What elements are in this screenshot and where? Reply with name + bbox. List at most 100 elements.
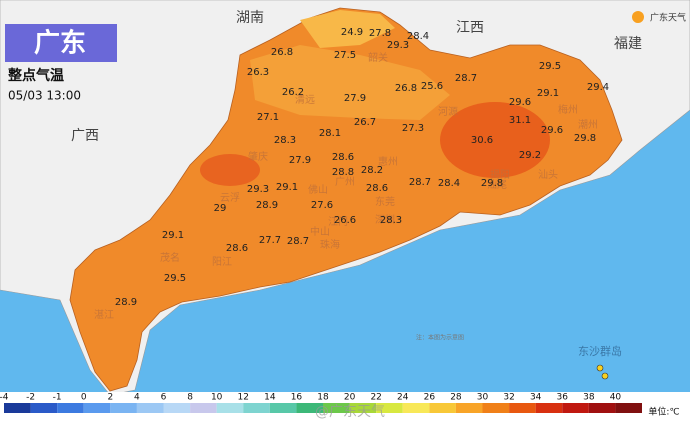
legend-label: 12 [238,393,249,403]
station-temp: 28.7 [455,73,477,84]
legend-label: 22 [370,393,381,403]
station-temp: 30.6 [471,135,493,146]
station-temp: 28.9 [256,200,278,211]
station-temp: 28.7 [409,177,431,188]
legend-swatch [615,403,642,413]
legend-swatch [216,403,244,413]
station-temp: 28.3 [380,215,402,226]
legend-swatch [83,403,111,413]
mild-zone [250,45,450,120]
legend-swatch [136,403,164,413]
station-temp: 29.5 [164,273,186,284]
station-temp: 24.9 [341,27,363,38]
legend-swatch [588,403,616,413]
city-label: 惠州 [378,155,398,168]
city-label: 梅州 [558,103,578,116]
station-temp: 28.9 [115,297,137,308]
legend-label: -2 [26,393,35,403]
station-temp: 29 [214,203,227,214]
legend-label: 38 [583,393,595,403]
legend-swatch [243,403,270,413]
station-temp: 28.7 [287,236,309,247]
station-temp: 26.6 [334,215,356,226]
legend-label: 24 [397,393,409,403]
station-temp: 26.3 [247,67,269,78]
station-temp: 29.3 [247,184,269,195]
station-temp: 29.1 [162,230,184,241]
legend-swatch [402,403,430,413]
station-temp: 27.6 [311,200,333,211]
city-label: 汕头 [538,169,558,181]
station-temp: 29.8 [574,133,596,144]
station-temp: 29.5 [539,61,561,72]
station-temp: 28.6 [226,243,248,254]
station-temp: 25.6 [421,81,443,92]
legend-label: -4 [0,393,9,403]
province: 福建 [614,36,642,52]
legend-label: 14 [264,393,276,403]
city-label: 潮州 [578,118,598,131]
legend-label: 28 [450,393,462,403]
city-label: 汕尾 [487,179,507,191]
station-temp: 29.8 [481,178,503,189]
station-temp: 29.4 [587,82,609,93]
cool-zone [300,10,395,48]
legend-label: 32 [503,393,514,403]
province: 江西 [456,20,484,36]
legend-label: 40 [610,393,622,403]
station-temp: 28.1 [319,128,341,139]
station-temp: 28.6 [366,183,388,194]
city-label: 湛江 [94,309,114,321]
station-temp: 29.3 [387,40,409,51]
city-label: 云浮 [220,192,240,204]
logo-icon [632,11,644,23]
legend-swatch [509,403,536,413]
legend-swatch [535,403,563,413]
legend-swatch [4,403,31,413]
legend-label: 10 [211,393,223,403]
legend-swatch [57,403,84,413]
station-temp: 28.4 [438,178,460,189]
city-label: 韶关 [368,51,388,64]
station-temp: 27.5 [334,50,356,61]
legend-label: 6 [161,393,167,403]
station-temp: 27.8 [369,28,391,39]
legend-label: 26 [424,393,436,403]
station-temp: 26.7 [354,117,376,128]
city-label: 阳江 [212,256,232,268]
station-temp: 29.6 [509,97,531,108]
legend-label: 2 [107,393,113,403]
legend-swatch [482,403,510,413]
legend-swatch [562,403,589,413]
station-temp: 29.2 [519,150,541,161]
legend-label: 0 [81,393,87,403]
legend-label: 20 [344,393,356,403]
note: 注：本图为示意图 [416,334,464,342]
station-temp: 28.3 [274,135,296,146]
islands: 东沙群岛 [578,344,622,358]
legend-label: 4 [134,393,140,403]
legend-swatch [349,403,377,413]
hot-zone [200,154,260,186]
city-label: 广州 [335,176,355,188]
province: 广西 [71,128,99,144]
station-temp: 27.9 [289,155,311,166]
city-label: 清远 [295,93,315,106]
station-temp: 26.8 [395,83,417,94]
province: 湖南 [236,10,264,26]
legend-swatch [190,403,217,413]
title: 广东 [34,28,86,59]
legend-swatch [110,403,137,413]
station-temp: 26.8 [271,47,293,58]
title-box [5,24,117,62]
legend-label: 16 [291,393,303,403]
subtitle: 整点气温 [7,67,64,84]
legend-label: 34 [530,393,542,403]
legend-swatch [269,403,297,413]
hot-zone [440,102,550,178]
time: 05/03 13:00 [8,89,81,103]
city-label: 揭阳 [490,168,510,181]
island [601,372,609,380]
city-label: 东莞 [375,195,395,208]
station-temp: 31.1 [509,115,531,126]
